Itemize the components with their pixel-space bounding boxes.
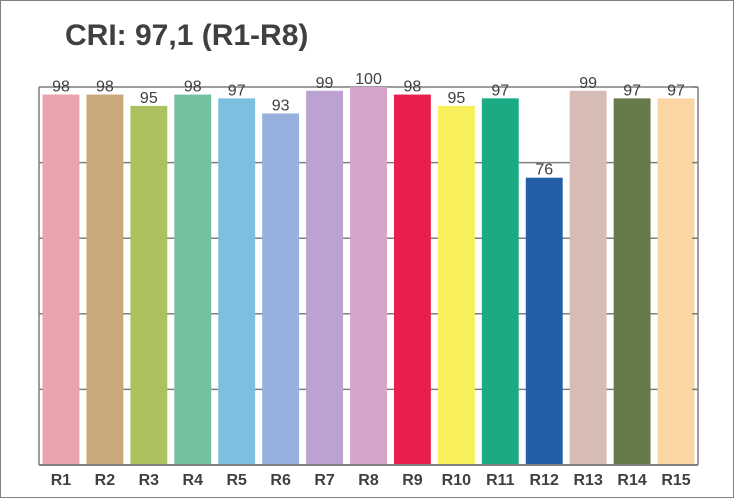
- data-label-R11: 97: [491, 82, 509, 99]
- bar-R3: [130, 105, 168, 466]
- x-tick-label-R15: R15: [661, 472, 690, 489]
- bar-R7: [306, 90, 344, 465]
- axes: [38, 86, 699, 466]
- bar-R5: [218, 98, 256, 465]
- bar-R9: [393, 94, 431, 465]
- bar-R4: [174, 94, 212, 465]
- x-tick-label-R10: R10: [442, 472, 471, 489]
- chart-title: CRI: 97,1 (R1-R8): [65, 19, 309, 52]
- x-tick-label-R1: R1: [51, 472, 72, 489]
- data-label-R14: 97: [623, 82, 641, 99]
- bar-R14: [613, 98, 651, 465]
- bar-R6: [262, 113, 300, 466]
- data-label-R13: 99: [579, 75, 597, 92]
- bar-R8: [350, 87, 387, 465]
- data-label-R2: 98: [96, 79, 114, 96]
- data-label-R5: 97: [228, 82, 246, 99]
- x-tick-label-R7: R7: [314, 472, 335, 489]
- x-tick-label-R3: R3: [139, 472, 160, 489]
- bar-R2: [86, 94, 124, 465]
- bar-R11: [481, 98, 519, 465]
- x-tick-label-R4: R4: [183, 472, 204, 489]
- data-label-R9: 98: [404, 79, 422, 96]
- bar-R15: [657, 98, 695, 465]
- data-labels: 98 R1 98 R2 95 R3 98 R4 97 R5 93 R6 99 R7 100 R8 98 R9 95 R…: [51, 71, 691, 489]
- bar-R1: [42, 94, 80, 465]
- data-label-R12: 76: [535, 162, 553, 179]
- x-tick-label-R12: R12: [530, 472, 559, 489]
- data-label-R15: 97: [667, 82, 685, 99]
- x-tick-label-R6: R6: [270, 472, 291, 489]
- bar-R10: [437, 105, 475, 466]
- bars: [42, 87, 695, 466]
- x-tick-label-R11: R11: [486, 472, 515, 489]
- bar-R12: [525, 177, 563, 465]
- data-label-R8: 100: [355, 71, 382, 88]
- data-label-R4: 98: [184, 79, 202, 96]
- x-tick-label-R5: R5: [226, 472, 247, 489]
- x-tick-label-R9: R9: [402, 472, 423, 489]
- data-label-R1: 98: [52, 79, 70, 96]
- x-tick-label-R8: R8: [358, 472, 379, 489]
- x-tick-label-R2: R2: [95, 472, 116, 489]
- x-tick-label-R14: R14: [617, 472, 646, 489]
- data-label-R6: 93: [272, 97, 290, 114]
- bar-R13: [569, 90, 607, 465]
- data-label-R10: 95: [447, 90, 465, 107]
- x-tick-label-R13: R13: [573, 472, 602, 489]
- data-label-R3: 95: [140, 90, 158, 107]
- data-label-R7: 99: [316, 75, 334, 92]
